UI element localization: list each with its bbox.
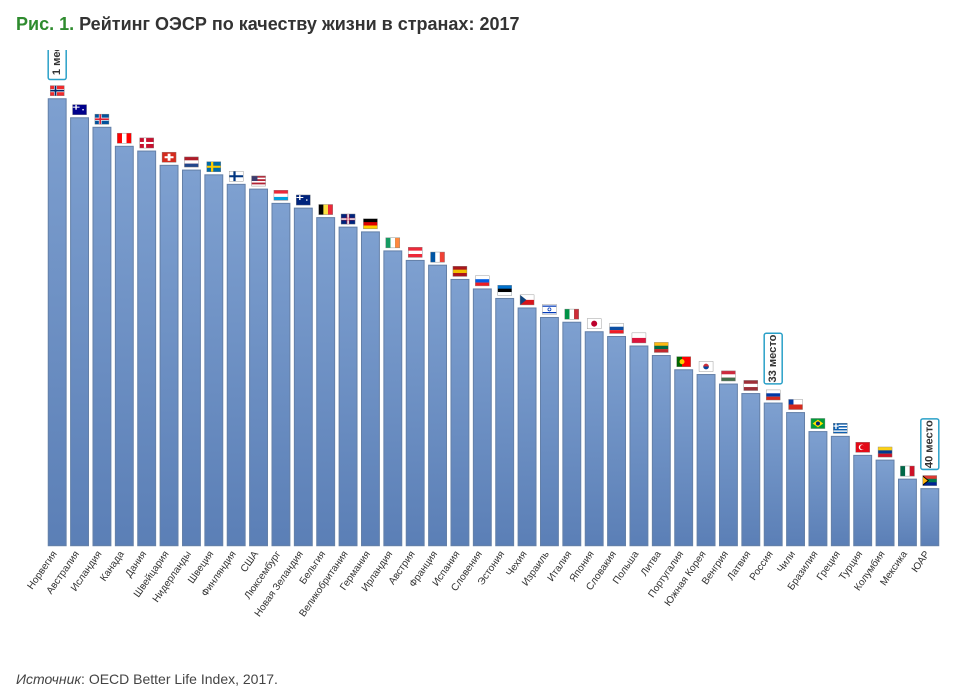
bar	[317, 218, 335, 546]
source-text: OECD Better Life Index, 2017.	[89, 671, 278, 687]
flag-icon	[274, 190, 288, 200]
bar	[205, 175, 223, 546]
flag-icon	[498, 285, 512, 295]
flag-icon	[878, 447, 892, 457]
bar	[384, 251, 402, 546]
flag-icon	[923, 476, 937, 486]
flag-icon	[162, 152, 176, 162]
bar	[115, 146, 133, 545]
flag-icon	[95, 114, 109, 124]
flag-icon	[117, 133, 131, 143]
flag-icon	[140, 138, 154, 148]
bar	[250, 189, 268, 546]
bar	[585, 332, 603, 546]
source-label: Источник	[16, 671, 81, 687]
x-axis-label: Чили	[775, 549, 798, 575]
bar	[294, 208, 312, 546]
bar	[764, 403, 782, 546]
flag-icon	[341, 214, 355, 224]
flag-icon	[833, 423, 847, 433]
bar	[361, 232, 379, 546]
bar	[854, 455, 872, 545]
bar	[652, 356, 670, 546]
bar	[406, 260, 424, 545]
flag-icon	[565, 309, 579, 319]
x-axis-label: Россия	[748, 549, 776, 582]
flag-icon	[632, 333, 646, 343]
flag-icon	[363, 219, 377, 229]
bar	[630, 346, 648, 546]
flag-icon	[542, 304, 556, 314]
bar	[608, 337, 626, 546]
flag-icon	[811, 418, 825, 428]
flag-icon	[184, 157, 198, 167]
bar	[518, 308, 536, 546]
title-text: Рейтинг ОЭСР по качеству жизни в странах…	[79, 14, 519, 34]
rank-callout-text: 1 место	[51, 50, 63, 75]
flag-icon	[319, 204, 333, 214]
chart-title: Рис. 1. Рейтинг ОЭСР по качеству жизни в…	[16, 14, 951, 35]
flag-icon	[229, 171, 243, 181]
title-prefix: Рис. 1.	[16, 14, 74, 34]
bar	[540, 317, 558, 545]
bar	[787, 413, 805, 546]
bar	[563, 322, 581, 545]
flag-icon	[431, 252, 445, 262]
bar	[496, 298, 514, 545]
flag-icon	[900, 466, 914, 476]
bar	[71, 118, 89, 546]
bar	[898, 479, 916, 546]
flag-icon	[699, 361, 713, 371]
bar	[182, 170, 200, 546]
bar	[719, 384, 737, 546]
bar	[227, 184, 245, 545]
flag-icon	[766, 390, 780, 400]
x-axis-label: ЮАР	[910, 549, 932, 575]
bar-chart: НорвегияАвстралияИсландияКанадаДанияШвей…	[16, 50, 951, 657]
bar	[473, 289, 491, 546]
rank-callout-text: 40 место	[924, 420, 936, 468]
bar	[921, 489, 939, 546]
flag-icon	[408, 247, 422, 257]
flag-icon	[520, 295, 534, 305]
bar	[675, 370, 693, 546]
bar	[831, 436, 849, 545]
flag-icon	[453, 266, 467, 276]
flag-icon	[677, 357, 691, 367]
flag-icon	[610, 323, 624, 333]
bar	[160, 165, 178, 545]
bar	[697, 375, 715, 546]
flag-icon	[296, 195, 310, 205]
bar	[429, 265, 447, 546]
flag-icon	[252, 176, 266, 186]
bar	[339, 227, 357, 546]
flag-icon	[654, 342, 668, 352]
rank-callout-text: 33 место	[767, 334, 779, 382]
bar	[138, 151, 156, 546]
flag-icon	[207, 162, 221, 172]
bar	[48, 99, 66, 546]
bar	[93, 127, 111, 545]
flag-icon	[386, 238, 400, 248]
source-footer: Источник: OECD Better Life Index, 2017.	[16, 671, 278, 687]
flag-icon	[789, 399, 803, 409]
flag-icon	[50, 86, 64, 96]
flag-icon	[744, 380, 758, 390]
bar	[809, 432, 827, 546]
bar	[451, 279, 469, 545]
flag-icon	[721, 371, 735, 381]
flag-icon	[856, 442, 870, 452]
flag-icon	[587, 319, 601, 329]
x-axis-label: США	[239, 549, 261, 575]
bar	[742, 394, 760, 546]
bar	[876, 460, 894, 546]
flag-icon	[475, 276, 489, 286]
x-axis-label: Канада	[98, 549, 127, 584]
bar	[272, 203, 290, 545]
flag-icon	[73, 105, 87, 115]
